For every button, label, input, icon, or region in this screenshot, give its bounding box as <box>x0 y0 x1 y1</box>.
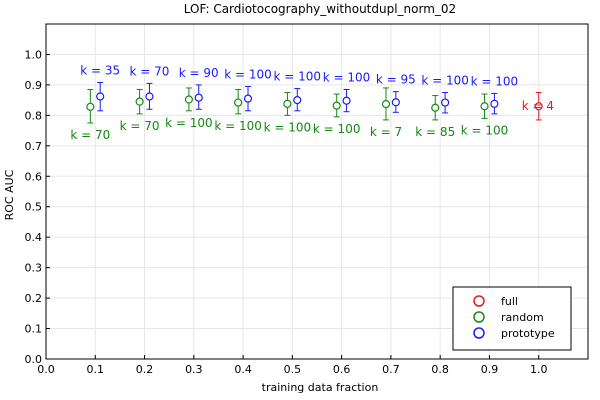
data-point <box>86 102 95 111</box>
x-tick-label: 0.5 <box>284 363 302 376</box>
data-label: k = 100 <box>274 70 322 84</box>
x-tick-label: 0.4 <box>234 363 252 376</box>
data-point <box>342 96 351 105</box>
data-point <box>391 98 400 107</box>
data-point <box>381 99 391 109</box>
x-tick-label: 0.6 <box>333 363 351 376</box>
y-tick-label: 0.0 <box>25 353 43 366</box>
data-label: k = 85 <box>415 125 455 139</box>
data-point <box>431 103 440 112</box>
y-tick-label: 0.4 <box>25 231 43 244</box>
data-label: k = 70 <box>70 128 110 142</box>
data-point <box>243 94 253 103</box>
data-label: k = 70 <box>130 64 170 78</box>
y-tick-label: 1.0 <box>25 48 43 61</box>
data-label: k = 4 <box>522 99 554 113</box>
axis-ticks: 0.0 0.1 0.2 0.3 0.4 0.5 0.6 0.7 0.8 0.9 1.0 0.0 0.1 0… <box>25 48 548 376</box>
legend-box <box>452 286 572 351</box>
data-point <box>441 98 450 107</box>
y-tick-label: 0.1 <box>25 323 43 336</box>
y-tick-label: 0.7 <box>25 140 43 153</box>
data-label: k = 95 <box>376 73 416 87</box>
data-label: k = 7 <box>370 125 402 139</box>
data-point <box>332 101 341 110</box>
x-axis-label: training data fraction <box>262 381 379 394</box>
x-tick-label: 0.0 <box>37 363 55 376</box>
data-label: k = 90 <box>179 66 219 80</box>
x-tick-label: 1.0 <box>530 363 548 376</box>
data-label: k = 100 <box>461 123 509 137</box>
series-random: k = 70k = 70 k = 100 k = 100 k = 100 k = 100… <box>70 87 509 142</box>
y-tick-label: 0.2 <box>25 292 43 305</box>
series-full: k = 4 <box>522 92 554 121</box>
data-label: k = 70 <box>120 119 160 133</box>
legend-label-prototype: prototype <box>501 327 555 340</box>
legend: full random prototype <box>452 286 572 351</box>
x-tick-label: 0.7 <box>382 363 400 376</box>
data-point <box>283 99 292 108</box>
chart-title: LOF: Cardiotocography_withoutdupl_norm_0… <box>184 2 456 16</box>
legend-marker-full <box>473 295 485 307</box>
data-label: k = 100 <box>313 122 361 136</box>
data-point <box>194 93 203 102</box>
series-prototype: k = 35 k = 70 k = 90 k = 100 k = 100 k = 100 k… <box>80 63 519 115</box>
data-label: k = 100 <box>214 119 262 133</box>
data-label: k = 100 <box>224 67 272 81</box>
data-point <box>184 95 193 104</box>
x-tick-label: 0.8 <box>431 363 449 376</box>
data-point <box>145 92 154 101</box>
series-group: k = 4k = 70k = 70 k = 100 k = 100 k = 100 k … <box>70 63 554 142</box>
data-label: k = 100 <box>264 120 312 134</box>
x-tick-label: 0.3 <box>185 363 203 376</box>
legend-marker-prototype <box>473 327 485 339</box>
data-point <box>135 97 144 106</box>
data-label: k = 100 <box>165 116 213 130</box>
data-label: k = 35 <box>80 63 120 77</box>
legend-marker-random <box>473 311 485 323</box>
x-tick-label: 0.9 <box>481 363 499 376</box>
legend-label-full: full <box>501 295 518 308</box>
y-tick-label: 0.8 <box>25 109 43 122</box>
legend-label-random: random <box>501 311 544 324</box>
y-tick-label: 0.5 <box>25 201 43 214</box>
data-label: k = 100 <box>421 74 469 88</box>
data-point <box>534 102 543 111</box>
data-point <box>96 92 105 101</box>
plot-frame <box>45 23 589 360</box>
y-tick-label: 0.3 <box>25 262 43 275</box>
y-axis-label: ROC AUC <box>3 169 16 220</box>
y-tick-label: 0.9 <box>25 79 43 92</box>
data-point <box>293 96 302 105</box>
data-label: k = 100 <box>471 74 519 88</box>
y-tick-label: 0.6 <box>25 170 43 183</box>
data-label: k = 100 <box>323 70 371 84</box>
data-point <box>234 98 243 107</box>
x-tick-label: 0.1 <box>87 363 105 376</box>
data-point <box>480 102 489 111</box>
x-tick-label: 0.2 <box>136 363 154 376</box>
data-point <box>490 99 499 108</box>
